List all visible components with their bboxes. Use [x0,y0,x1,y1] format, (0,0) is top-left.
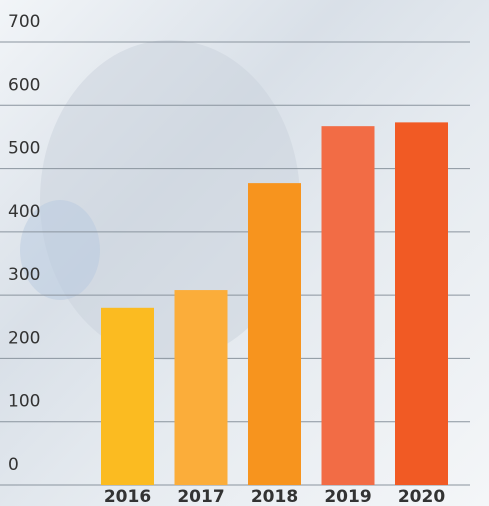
x-tick-label: 2020 [398,487,445,506]
background-shape [40,40,300,360]
y-tick-label: 700 [8,12,40,32]
bar [321,126,375,486]
x-tick-label: 2017 [177,487,224,506]
bar [395,122,448,485]
x-tick-label: 2016 [104,487,151,506]
bar [248,183,301,485]
bar [174,290,228,485]
y-tick-label: 0 [8,455,19,475]
y-tick-label: 400 [8,202,40,222]
x-tick-label: 2019 [324,487,371,506]
plot: 0 100 200 300 400 500 600 700 2016 2017 2018 2019 20… [0,12,470,506]
y-tick-label: 300 [8,265,40,285]
y-tick-label: 500 [8,139,40,159]
y-tick-label: 100 [8,392,40,412]
background-shape [20,200,100,300]
x-tick-label: 2018 [251,487,298,506]
y-tick-label: 200 [8,328,40,348]
bar [101,307,154,485]
y-tick-label: 600 [8,75,40,95]
